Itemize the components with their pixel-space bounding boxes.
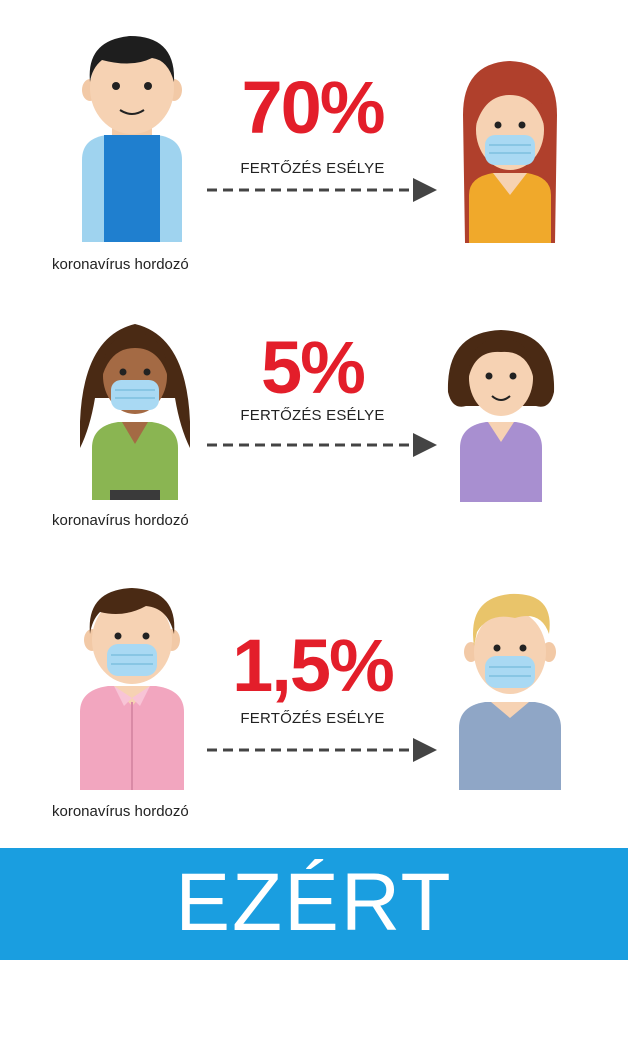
infection-percent: 1,5% (232, 624, 395, 707)
recipient-person-icon (459, 593, 561, 790)
carrier-label: koronavírus hordozó (52, 256, 189, 273)
infection-risk-label: FERTŐZÉS ESÉLYE (240, 160, 385, 177)
mask-icon (485, 135, 535, 165)
row-2: 5% FERTŐZÉS ESÉLYE koronavírus hordozó (0, 280, 628, 550)
arrow-icon (207, 178, 437, 202)
infection-risk-label: FERTŐZÉS ESÉLYE (240, 710, 385, 727)
carrier-label: koronavírus hordozó (52, 512, 189, 529)
row-1: 70% FERTŐZÉS ESÉLYE koronavírus hordozó (0, 0, 628, 273)
carrier-person-icon (80, 324, 190, 500)
mask-icon (107, 644, 157, 676)
row-3: 1,5% FERTŐZÉS ESÉLYE koronavírus hordozó (0, 570, 628, 840)
carrier-person-icon (82, 36, 182, 242)
infection-percent: 5% (261, 326, 366, 409)
arrow-icon (207, 738, 437, 762)
infection-percent: 70% (241, 66, 385, 149)
call-to-action-banner: EZÉRT VISELD! (0, 848, 628, 1042)
mask-icon (111, 380, 159, 410)
recipient-person-icon (463, 61, 557, 243)
mask-icon (485, 656, 535, 688)
banner-text: EZÉRT VISELD! (149, 857, 479, 1042)
carrier-label: koronavírus hordozó (52, 803, 189, 820)
carrier-person-icon (80, 588, 184, 790)
infection-risk-label: FERTŐZÉS ESÉLYE (240, 407, 385, 424)
arrow-icon (207, 433, 437, 457)
recipient-person-icon (447, 330, 555, 502)
